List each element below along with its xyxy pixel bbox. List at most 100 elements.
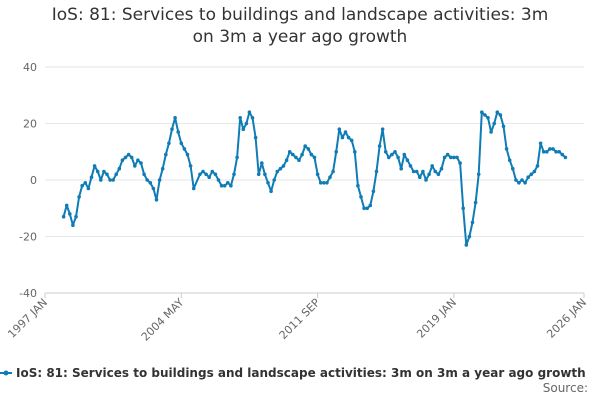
data-point[interactable]: [476, 172, 481, 177]
data-point[interactable]: [263, 172, 267, 177]
data-point[interactable]: [284, 158, 289, 162]
legend[interactable]: IoS: 81: Services to buildings and lands…: [0, 366, 586, 380]
data-point[interactable]: [309, 152, 314, 157]
data-point[interactable]: [170, 127, 174, 131]
data-point[interactable]: [129, 155, 134, 160]
data-point[interactable]: [340, 135, 345, 140]
data-point[interactable]: [111, 178, 115, 182]
data-point[interactable]: [145, 178, 149, 182]
data-point[interactable]: [294, 155, 298, 160]
data-point[interactable]: [458, 161, 462, 165]
data-point[interactable]: [365, 206, 370, 211]
data-point[interactable]: [201, 169, 205, 174]
data-point[interactable]: [148, 181, 153, 185]
data-point[interactable]: [449, 155, 453, 160]
data-point[interactable]: [164, 152, 168, 157]
data-point[interactable]: [86, 186, 91, 191]
data-point[interactable]: [439, 166, 444, 171]
data-point[interactable]: [427, 172, 431, 177]
data-point[interactable]: [210, 169, 215, 174]
data-point[interactable]: [495, 110, 500, 114]
data-point[interactable]: [359, 195, 363, 199]
data-point[interactable]: [337, 127, 342, 131]
data-point[interactable]: [191, 186, 196, 191]
data-point[interactable]: [306, 147, 311, 151]
data-point[interactable]: [303, 144, 308, 148]
data-point[interactable]: [229, 183, 233, 188]
data-point[interactable]: [83, 181, 88, 185]
data-point[interactable]: [216, 178, 221, 182]
data-point[interactable]: [312, 155, 317, 160]
data-point[interactable]: [207, 175, 211, 179]
data-point[interactable]: [383, 150, 388, 154]
data-point[interactable]: [396, 155, 400, 160]
data-point[interactable]: [108, 178, 112, 182]
data-point[interactable]: [470, 220, 475, 225]
data-point[interactable]: [133, 164, 137, 168]
data-point[interactable]: [418, 175, 422, 179]
data-point[interactable]: [256, 172, 261, 177]
data-point[interactable]: [182, 147, 187, 151]
data-point[interactable]: [80, 183, 84, 188]
data-point[interactable]: [226, 181, 230, 185]
data-point[interactable]: [421, 169, 425, 174]
data-point[interactable]: [473, 200, 478, 205]
data-point[interactable]: [114, 172, 118, 177]
data-point[interactable]: [328, 175, 332, 179]
data-point[interactable]: [157, 178, 162, 182]
data-point[interactable]: [139, 161, 143, 165]
data-point[interactable]: [325, 181, 329, 185]
data-point[interactable]: [173, 116, 177, 120]
data-point[interactable]: [266, 181, 270, 185]
data-point[interactable]: [538, 141, 543, 146]
data-point[interactable]: [511, 166, 515, 171]
data-point[interactable]: [529, 172, 534, 177]
data-point[interactable]: [160, 166, 165, 171]
data-point[interactable]: [541, 150, 546, 154]
data-point[interactable]: [176, 130, 180, 134]
data-point[interactable]: [557, 150, 561, 154]
data-point[interactable]: [368, 203, 373, 208]
data-point[interactable]: [281, 164, 286, 168]
data-point[interactable]: [120, 158, 125, 162]
data-point[interactable]: [452, 155, 456, 160]
data-point[interactable]: [517, 181, 521, 185]
data-point[interactable]: [480, 110, 484, 114]
data-point[interactable]: [402, 152, 407, 157]
data-point[interactable]: [405, 158, 410, 162]
data-point[interactable]: [445, 152, 450, 157]
data-point[interactable]: [95, 169, 100, 174]
data-point[interactable]: [260, 161, 264, 165]
data-point[interactable]: [560, 152, 565, 157]
data-point[interactable]: [461, 206, 466, 211]
data-point[interactable]: [315, 172, 320, 177]
data-point[interactable]: [278, 166, 283, 171]
data-point[interactable]: [185, 152, 190, 157]
data-point[interactable]: [123, 155, 128, 160]
data-point[interactable]: [105, 172, 109, 177]
data-point[interactable]: [64, 203, 69, 208]
data-point[interactable]: [362, 206, 366, 211]
data-point[interactable]: [563, 155, 568, 160]
data-point[interactable]: [548, 147, 552, 151]
data-point[interactable]: [272, 178, 277, 182]
data-point[interactable]: [464, 243, 469, 247]
data-point[interactable]: [399, 166, 404, 171]
data-point[interactable]: [532, 169, 537, 174]
data-point[interactable]: [411, 169, 416, 174]
data-point[interactable]: [117, 166, 122, 171]
data-point[interactable]: [126, 152, 131, 157]
data-point[interactable]: [331, 169, 335, 174]
data-point[interactable]: [198, 172, 202, 177]
data-point[interactable]: [520, 178, 524, 182]
data-point[interactable]: [92, 164, 97, 168]
data-point[interactable]: [291, 152, 295, 157]
data-point[interactable]: [514, 178, 518, 182]
data-point[interactable]: [455, 155, 459, 160]
data-point[interactable]: [483, 113, 487, 117]
data-point[interactable]: [430, 164, 435, 168]
data-point[interactable]: [346, 135, 351, 140]
data-point[interactable]: [504, 147, 509, 151]
data-point[interactable]: [433, 169, 438, 174]
data-point[interactable]: [551, 147, 555, 151]
